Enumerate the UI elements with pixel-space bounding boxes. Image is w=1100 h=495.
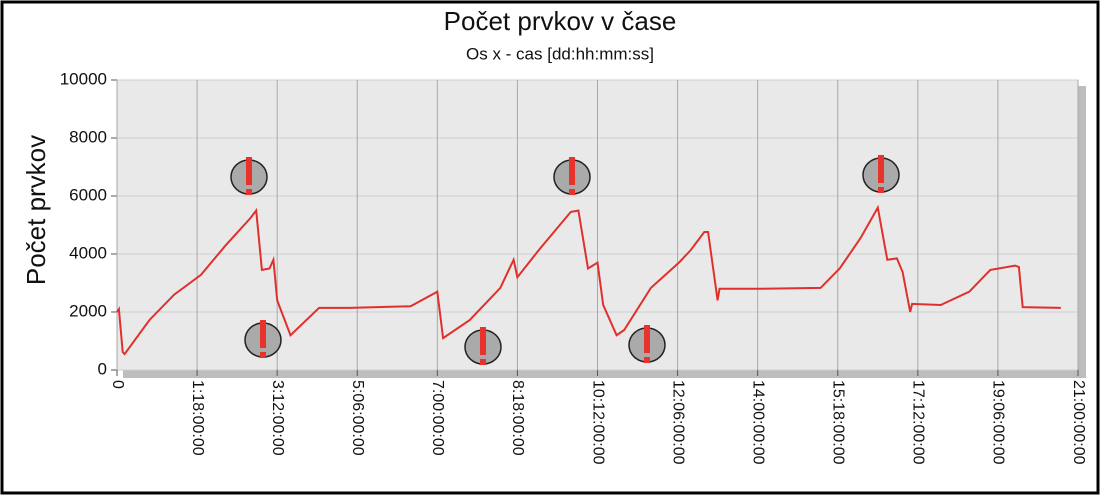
alert-icon <box>230 157 268 195</box>
x-tick-label: 7:00:00:00 <box>429 380 446 456</box>
data-line <box>116 204 1061 356</box>
x-tick-label: 14:00:00:00 <box>749 380 766 465</box>
x-tick-label: 19:06:00:00 <box>990 380 1007 465</box>
y-tick-label: 4000 <box>69 243 107 262</box>
chart-title: Počet prvkov v čase <box>444 6 677 36</box>
x-tick-label: 5:06:00:00 <box>349 380 366 456</box>
x-tick-label: 3:12:00:00 <box>269 380 286 456</box>
x-tick-label: 1:18:00:00 <box>189 380 206 456</box>
x-tick-label: 21:00:00:00 <box>1070 380 1087 465</box>
x-tick-label: 17:12:00:00 <box>910 380 927 465</box>
alert-icon <box>244 320 282 358</box>
x-tick-label: 15:18:00:00 <box>830 380 847 465</box>
alert-icon <box>862 155 900 193</box>
alert-icon <box>628 325 666 363</box>
x-tick-label: 12:06:00:00 <box>669 380 686 465</box>
x-tick-label: 10:12:00:00 <box>589 380 606 465</box>
chart-subtitle: Os x - cas [dd:hh:mm:ss] <box>466 44 654 63</box>
alert-icon <box>553 157 591 195</box>
y-axis-label: Počet prvkov <box>21 135 51 285</box>
y-tick-label: 8000 <box>69 127 107 146</box>
x-tick-label: 0 <box>109 380 126 389</box>
y-tick-label: 6000 <box>69 185 107 204</box>
alert-icon <box>464 327 502 365</box>
y-tick-label: 2000 <box>69 301 107 320</box>
y-tick-label: 10000 <box>60 69 107 88</box>
x-tick-label: 8:18:00:00 <box>509 380 526 456</box>
alert-icons <box>230 155 900 365</box>
y-tick-label: 0 <box>98 359 107 378</box>
